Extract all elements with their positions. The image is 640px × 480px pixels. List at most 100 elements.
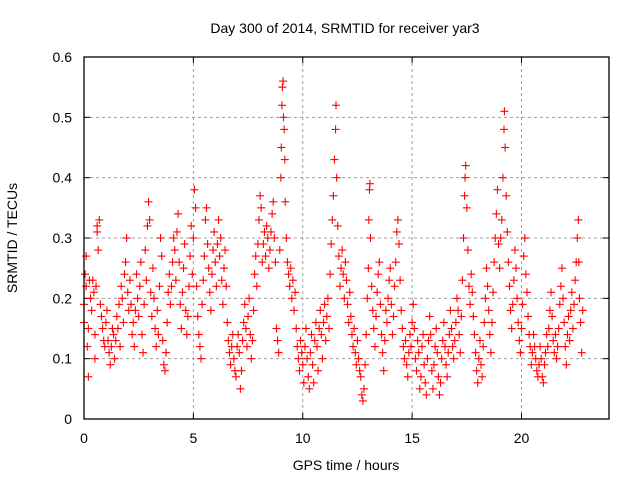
data-point — [428, 384, 437, 393]
data-point — [537, 354, 546, 363]
data-point — [293, 342, 302, 351]
data-point — [298, 360, 307, 369]
data-point — [128, 330, 137, 339]
data-point — [267, 227, 276, 236]
data-point — [150, 294, 158, 303]
data-point — [178, 288, 187, 297]
data-point — [516, 348, 525, 357]
data-point — [159, 360, 168, 369]
data-point — [212, 282, 221, 291]
data-point — [206, 306, 215, 315]
data-point — [422, 390, 431, 399]
data-point — [504, 258, 513, 267]
data-point — [284, 270, 293, 279]
data-point — [286, 264, 295, 273]
data-point — [395, 240, 403, 249]
data-point — [385, 276, 394, 285]
data-point — [411, 354, 420, 363]
data-point — [500, 107, 509, 116]
data-point — [426, 330, 435, 339]
data-point — [566, 306, 575, 315]
data-point — [478, 372, 487, 381]
data-point — [202, 203, 211, 212]
y-tick-label: 0.5 — [53, 109, 73, 125]
data-point — [157, 252, 166, 261]
data-point — [143, 221, 152, 230]
data-point — [544, 324, 553, 333]
data-point — [226, 360, 235, 369]
data-point — [402, 360, 411, 369]
data-point — [433, 348, 442, 357]
data-point — [117, 282, 126, 291]
data-point — [155, 282, 164, 291]
data-point — [500, 125, 508, 134]
data-point — [574, 258, 583, 267]
data-point — [327, 240, 336, 249]
data-point — [105, 348, 114, 357]
data-point — [141, 246, 150, 255]
data-point — [257, 203, 266, 212]
data-point — [118, 294, 127, 303]
data-point — [256, 191, 265, 200]
data-point — [164, 288, 173, 297]
data-point — [92, 282, 101, 291]
data-point — [430, 360, 438, 369]
data-point — [400, 354, 409, 363]
data-point — [209, 246, 218, 255]
data-point — [363, 294, 372, 303]
data-point — [501, 143, 510, 152]
data-point — [207, 270, 216, 279]
data-point — [115, 300, 123, 309]
data-point — [191, 203, 200, 212]
data-point — [355, 366, 364, 375]
data-point — [116, 342, 125, 351]
data-point — [119, 318, 128, 327]
data-point — [200, 252, 209, 261]
data-point — [528, 348, 537, 357]
data-point — [246, 330, 255, 339]
data-point — [297, 348, 306, 357]
data-point — [294, 354, 303, 363]
data-point — [186, 252, 195, 261]
data-point — [187, 221, 196, 230]
data-point — [448, 342, 457, 351]
data-point — [300, 342, 309, 351]
data-point — [171, 276, 180, 285]
data-point — [330, 155, 339, 164]
data-point — [268, 209, 277, 218]
data-point — [160, 366, 169, 375]
data-point — [95, 215, 104, 224]
data-point — [570, 300, 578, 309]
data-point — [270, 234, 279, 242]
data-point — [130, 342, 139, 351]
data-point — [167, 282, 176, 291]
data-point — [86, 294, 95, 303]
data-point — [361, 360, 370, 369]
data-point — [439, 318, 448, 327]
data-point — [258, 258, 267, 267]
data-point — [510, 246, 519, 255]
data-point — [295, 366, 304, 375]
data-point — [368, 306, 377, 315]
data-point — [265, 246, 274, 255]
data-point — [466, 300, 475, 309]
data-point — [417, 342, 426, 351]
data-point — [529, 330, 538, 339]
data-point — [140, 300, 149, 309]
data-point — [354, 354, 363, 363]
data-point — [443, 372, 452, 381]
data-point — [470, 330, 479, 339]
data-point — [452, 294, 461, 303]
data-point — [481, 294, 490, 303]
data-point — [323, 294, 332, 303]
data-point — [486, 348, 495, 357]
data-point — [482, 264, 491, 273]
data-point — [413, 336, 422, 345]
data-point — [192, 282, 201, 291]
data-point — [303, 354, 312, 363]
data-point — [415, 384, 424, 393]
data-point — [107, 342, 116, 351]
data-point — [250, 270, 259, 279]
data-point — [507, 324, 516, 333]
data-point — [221, 246, 230, 255]
